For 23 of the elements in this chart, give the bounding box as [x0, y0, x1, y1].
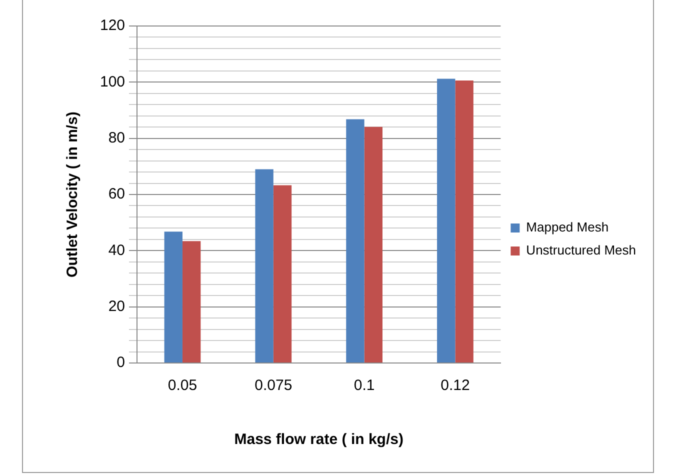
bar: [364, 126, 382, 362]
bar: [346, 119, 364, 362]
x-tick-label: 0.075: [254, 377, 292, 394]
y-tick-label: 20: [108, 298, 126, 315]
y-tick-label: 40: [108, 242, 126, 259]
x-tick-label: 0.05: [168, 377, 198, 394]
bar: [255, 169, 274, 362]
x-tick-label: 0.1: [354, 377, 375, 394]
y-tick-label: 120: [100, 17, 126, 34]
x-axis-title: Mass flow rate ( in kg/s): [234, 431, 404, 448]
bar: [437, 78, 456, 362]
legend-label: Unstructured Mesh: [526, 242, 636, 258]
y-tick-label: 80: [108, 129, 126, 146]
y-tick-label: 0: [116, 354, 126, 372]
y-tick-label: 60: [108, 186, 126, 203]
bar: [273, 185, 292, 362]
y-axis-title: Outlet Velocity ( in m/s): [64, 112, 82, 278]
y-tick-label: 100: [100, 73, 126, 90]
bar: [164, 232, 182, 362]
legend-label: Mapped Mesh: [526, 220, 609, 235]
bar: [182, 241, 201, 362]
x-tick-label: 0.12: [440, 377, 470, 394]
bar: [455, 80, 474, 362]
